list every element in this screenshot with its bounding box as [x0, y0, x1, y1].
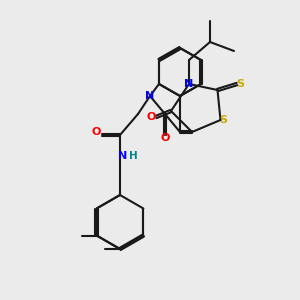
Text: S: S — [220, 115, 227, 125]
Text: O: O — [147, 112, 156, 122]
Text: N: N — [184, 79, 194, 89]
Text: O: O — [160, 133, 170, 143]
Text: S: S — [236, 79, 244, 89]
Text: H: H — [129, 151, 138, 161]
Text: O: O — [91, 127, 101, 137]
Text: N: N — [118, 151, 127, 161]
Text: N: N — [146, 91, 154, 101]
